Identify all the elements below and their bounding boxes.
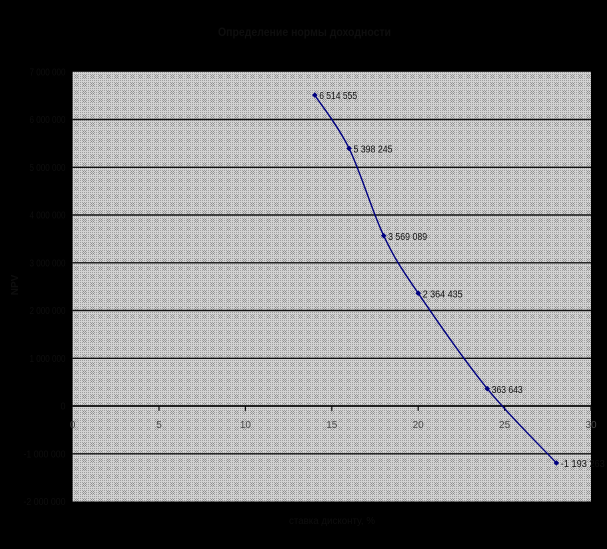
svg-text:0: 0	[70, 420, 76, 431]
svg-text:363 643: 363 643	[492, 385, 523, 396]
svg-text:25: 25	[499, 420, 511, 431]
svg-text:5 000 000: 5 000 000	[30, 163, 66, 174]
svg-text:-2 000 000: -2 000 000	[24, 497, 66, 508]
svg-text:2 000 000: 2 000 000	[30, 306, 66, 317]
svg-text:Определение нормы доходности: Определение нормы доходности	[218, 25, 391, 39]
svg-text:10: 10	[240, 420, 252, 431]
svg-text:ставка дисконту, %: ставка дисконту, %	[289, 516, 375, 527]
svg-text:3 569 089: 3 569 089	[388, 232, 427, 243]
svg-text:5 398 245: 5 398 245	[354, 145, 393, 156]
svg-text:20: 20	[413, 420, 425, 431]
svg-text:5: 5	[156, 420, 162, 431]
svg-text:0: 0	[61, 402, 66, 413]
svg-text:6 514 555: 6 514 555	[319, 91, 357, 102]
svg-text:-1 000 000: -1 000 000	[24, 449, 66, 460]
svg-text:1 000 000: 1 000 000	[30, 354, 66, 365]
svg-text:7 000 000: 7 000 000	[30, 67, 66, 78]
svg-text:6 000 000: 6 000 000	[30, 115, 66, 126]
svg-text:3 000 000: 3 000 000	[30, 258, 66, 269]
svg-text:2 364 435: 2 364 435	[423, 289, 463, 300]
svg-text:30: 30	[585, 420, 597, 431]
svg-text:15: 15	[326, 420, 338, 431]
svg-text:4 000 000: 4 000 000	[30, 211, 66, 222]
svg-text:NPV: NPV	[10, 274, 21, 295]
svg-text:-1 193 263: -1 193 263	[561, 459, 605, 470]
